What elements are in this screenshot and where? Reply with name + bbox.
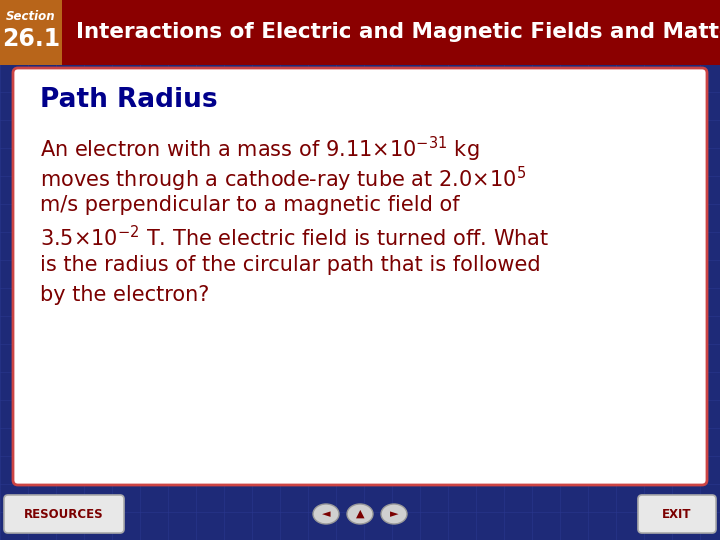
Text: Interactions of Electric and Magnetic Fields and Matter: Interactions of Electric and Magnetic Fi… <box>76 23 720 43</box>
FancyBboxPatch shape <box>13 68 707 485</box>
Text: Path Radius: Path Radius <box>40 87 217 113</box>
Text: is the radius of the circular path that is followed: is the radius of the circular path that … <box>40 255 541 275</box>
FancyBboxPatch shape <box>638 495 716 533</box>
Bar <box>0 0 720 65</box>
Bar <box>0 488 720 540</box>
Text: ▲: ▲ <box>356 509 364 519</box>
Text: Section: Section <box>6 10 56 23</box>
Text: ►: ► <box>390 509 398 519</box>
FancyBboxPatch shape <box>4 495 124 533</box>
Ellipse shape <box>313 504 339 524</box>
Text: An electron with a mass of 9.11$\times$10$^{-31}$ kg: An electron with a mass of 9.11$\times$1… <box>40 135 480 164</box>
Bar <box>0 0 62 65</box>
Ellipse shape <box>347 504 373 524</box>
Text: m/s perpendicular to a magnetic field of: m/s perpendicular to a magnetic field of <box>40 195 459 215</box>
Text: RESOURCES: RESOURCES <box>24 508 104 521</box>
Text: EXIT: EXIT <box>662 508 692 521</box>
Text: 3.5$\times$10$^{-2}$ T. The electric field is turned off. What: 3.5$\times$10$^{-2}$ T. The electric fie… <box>40 225 549 250</box>
Text: ◄: ◄ <box>322 509 330 519</box>
Ellipse shape <box>381 504 407 524</box>
Text: moves through a cathode-ray tube at 2.0$\times$10$^{5}$: moves through a cathode-ray tube at 2.0$… <box>40 165 526 194</box>
Text: by the electron?: by the electron? <box>40 285 210 305</box>
Text: 26.1: 26.1 <box>2 27 60 51</box>
